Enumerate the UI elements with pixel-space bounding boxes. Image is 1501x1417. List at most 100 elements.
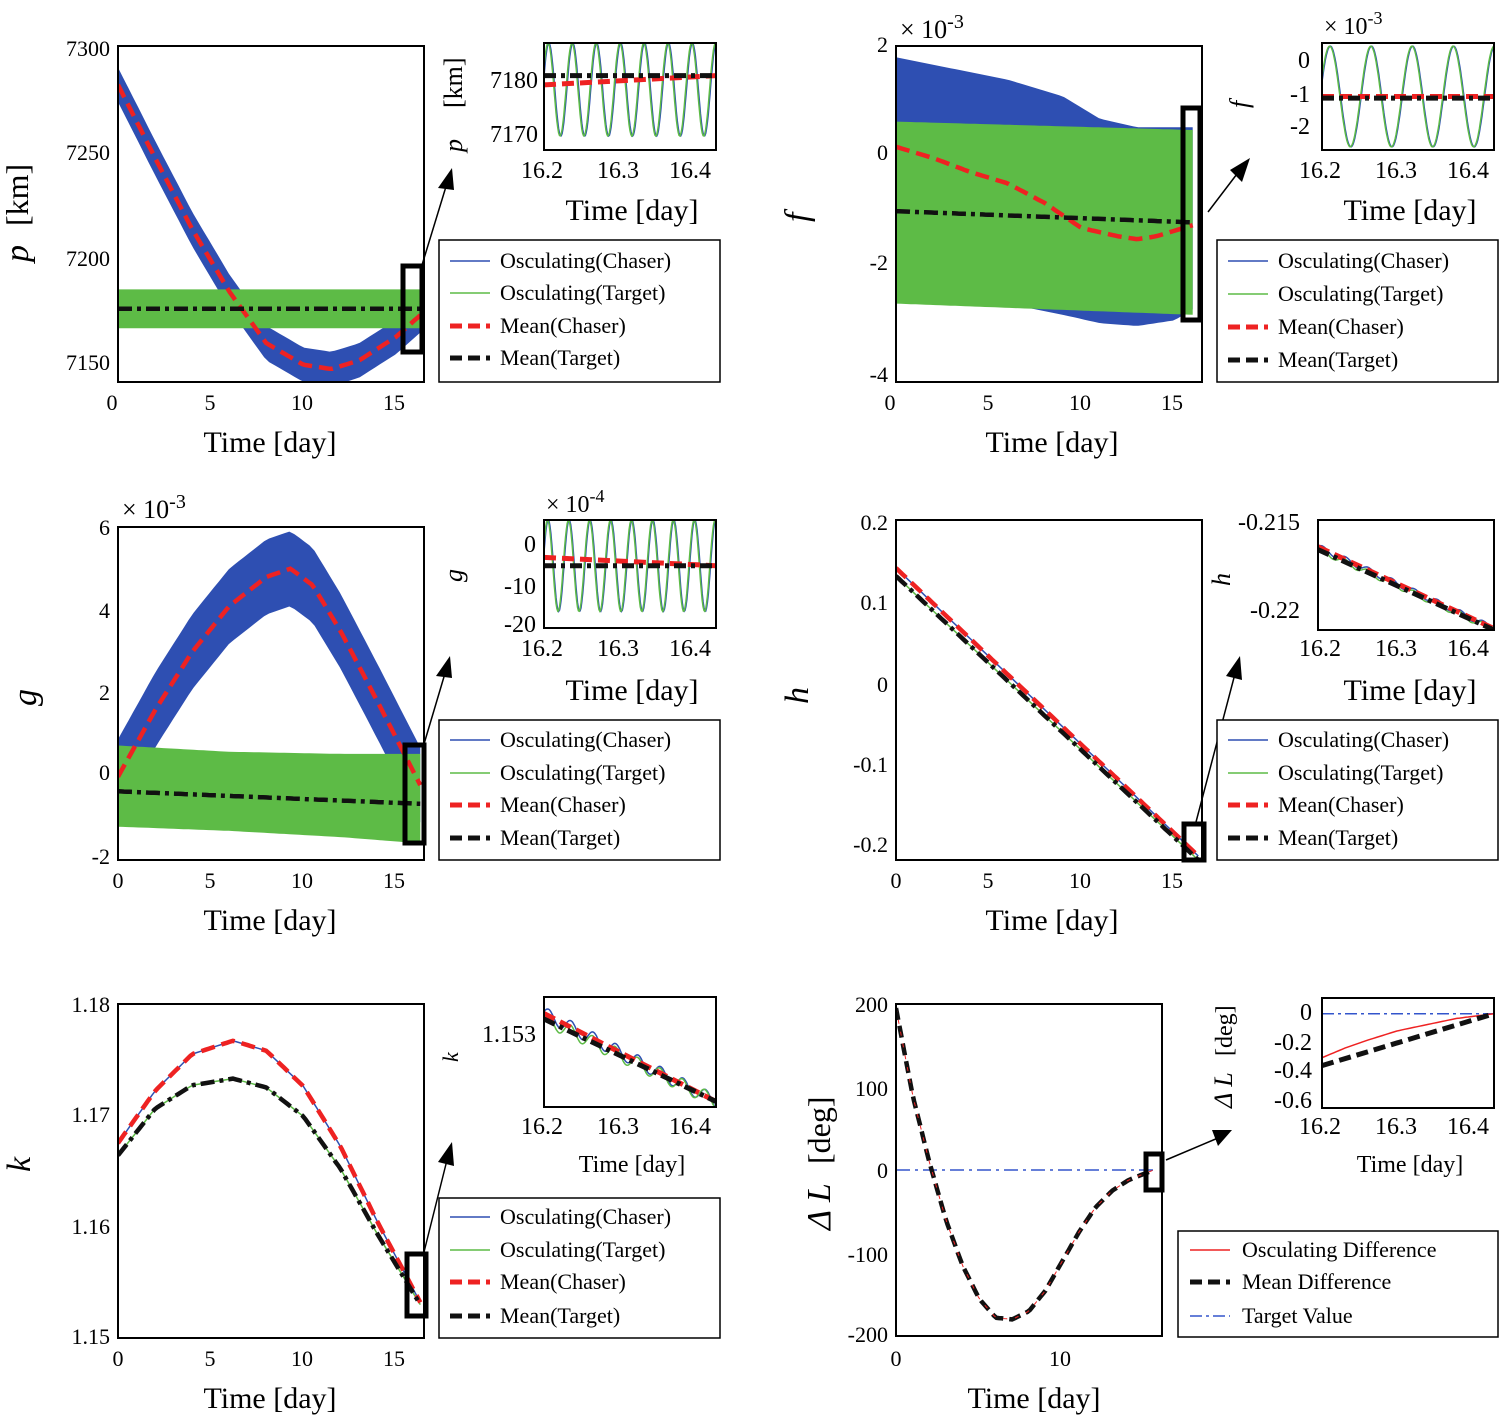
ytick-dL-1: -100 bbox=[848, 1242, 888, 1267]
line-osc-target-k bbox=[118, 1078, 421, 1305]
axes-p bbox=[117, 45, 425, 383]
legend-label-osc-target-p: Osculating(Target) bbox=[500, 280, 665, 305]
inset-xtick-h-0: 16.2 bbox=[1299, 636, 1341, 662]
xlabel-dL: Time [day] bbox=[967, 1382, 1100, 1415]
inset-ytick-dL-3: 0 bbox=[1300, 1000, 1312, 1026]
inset-xlabel-dL: Time [day] bbox=[1357, 1152, 1463, 1178]
legend-label-osc-target-f: Osculating(Target) bbox=[1278, 281, 1443, 306]
band-osc-chaser-g bbox=[118, 531, 421, 823]
xtick-g-10: 10 bbox=[291, 868, 313, 893]
xtick-p-0: 0 bbox=[107, 390, 118, 415]
legend-label-osc-chaser-k: Osculating(Chaser) bbox=[500, 1204, 671, 1229]
inset-xtick-p-0: 16.2 bbox=[521, 158, 563, 184]
inset-yunit-p: [km] bbox=[439, 57, 468, 108]
inset-axes-h bbox=[1317, 519, 1495, 631]
inset-ytick-f-1: -1 bbox=[1290, 82, 1310, 108]
inset-ytick-g-2: 0 bbox=[524, 532, 536, 558]
inset-ytick-h-1: -0.215 bbox=[1238, 510, 1300, 536]
legend-label-osc-target-g: Osculating(Target) bbox=[500, 760, 665, 785]
inset-xtick-h-1: 16.3 bbox=[1375, 636, 1417, 662]
ytick-dL-3: 100 bbox=[855, 1076, 888, 1101]
inset-xtick-g-1: 16.3 bbox=[597, 636, 639, 662]
zoom-arrow-dL bbox=[1165, 1137, 1219, 1161]
inset-ylabel-g: g bbox=[439, 569, 468, 582]
ytick-dL-4: 200 bbox=[855, 992, 888, 1017]
ytick-h-4: 0.2 bbox=[861, 510, 889, 535]
xtick-f-10: 10 bbox=[1069, 390, 1091, 415]
xlabel-p: Time [day] bbox=[203, 426, 336, 459]
xtick-f-15: 15 bbox=[1161, 390, 1183, 415]
ytick-g-2: 2 bbox=[99, 680, 110, 705]
inset-ytick-p-1: 7180 bbox=[490, 68, 538, 94]
inset-ylabel-k: k bbox=[438, 1051, 463, 1062]
legend-label-mean-target-g: Mean(Target) bbox=[500, 825, 620, 850]
panel-dL: Δ L [deg] Time [day] 0 10 -200 -100 0 10… bbox=[801, 992, 1499, 1415]
line-mean-target-g bbox=[118, 789, 421, 807]
zoom-arrow-k bbox=[423, 1155, 449, 1253]
xtick-dL-10: 10 bbox=[1049, 1346, 1071, 1371]
ytick-k-0: 1.15 bbox=[72, 1324, 111, 1349]
inset-line-mean-target-k bbox=[544, 1016, 716, 1104]
zoom-arrow-h bbox=[1195, 669, 1237, 823]
ytick-p-0: 7150 bbox=[66, 350, 110, 375]
xlabel-h: Time [day] bbox=[985, 904, 1118, 937]
line-mean-target-f bbox=[896, 208, 1193, 225]
legend-h: Osculating(Chaser) Osculating(Target) Me… bbox=[1216, 719, 1499, 861]
xtick-k-10: 10 bbox=[291, 1346, 313, 1371]
legend-label-mean-diff-dL: Mean Difference bbox=[1242, 1269, 1391, 1294]
inset-ytick-dL-1: -0.4 bbox=[1274, 1058, 1312, 1084]
inset-ytick-dL-0: -0.6 bbox=[1274, 1088, 1312, 1114]
inset-axes-k bbox=[543, 996, 717, 1108]
ytick-h-2: 0 bbox=[877, 672, 888, 697]
legend-label-osc-target-k: Osculating(Target) bbox=[500, 1237, 665, 1262]
ytick-g-4: 6 bbox=[99, 515, 110, 540]
inset-xtick-g-0: 16.2 bbox=[521, 636, 563, 662]
line-osc-diff-dL bbox=[896, 1008, 1154, 1320]
yunit-dL: [deg] bbox=[801, 1096, 837, 1164]
legend-box-k bbox=[438, 1197, 721, 1339]
zoom-box-dL bbox=[1143, 1151, 1165, 1193]
inset-ylabel-dL: Δ L bbox=[1209, 1072, 1238, 1109]
ytick-f-3: 2 bbox=[877, 32, 888, 57]
inset-xtick-dL-1: 16.3 bbox=[1375, 1114, 1417, 1140]
zoom-arrow-p bbox=[421, 179, 449, 266]
ytick-p-2: 7250 bbox=[66, 140, 110, 165]
ytick-dL-2: 0 bbox=[877, 1158, 888, 1183]
inset-ylabel-f: f bbox=[1225, 97, 1254, 108]
legend-label-osc-target-h: Osculating(Target) bbox=[1278, 760, 1443, 785]
ytick-k-1: 1.16 bbox=[72, 1214, 111, 1239]
ytick-f-1: -2 bbox=[870, 250, 888, 275]
panel-k: k Time [day] 0 5 10 15 1.15 1.16 1.17 1.… bbox=[1, 992, 721, 1415]
ylabel-f: f bbox=[779, 208, 816, 222]
legend-box-p bbox=[438, 239, 721, 383]
inset-ylabel-p: p bbox=[439, 139, 468, 154]
xtick-p-5: 5 bbox=[205, 390, 216, 415]
inset-xlabel-g: Time [day] bbox=[565, 674, 698, 707]
xtick-h-5: 5 bbox=[983, 868, 994, 893]
legend-box-g bbox=[438, 719, 721, 861]
inset-xlabel-k: Time [day] bbox=[579, 1152, 685, 1178]
xtick-f-5: 5 bbox=[983, 390, 994, 415]
inset-xlabel-h: Time [day] bbox=[1343, 674, 1476, 707]
ylabel-k: k bbox=[1, 1156, 38, 1172]
ytick-g-1: 0 bbox=[99, 760, 110, 785]
zoom-arrowhead-k bbox=[438, 1142, 454, 1166]
ytick-p-3: 7300 bbox=[66, 36, 110, 61]
legend-box-h bbox=[1216, 719, 1499, 861]
legend-label-mean-target-p: Mean(Target) bbox=[500, 345, 620, 370]
line-mean-chaser-k bbox=[118, 1038, 423, 1304]
inset-line-mean-chaser-p bbox=[544, 73, 716, 88]
ytick-k-3: 1.18 bbox=[72, 992, 111, 1017]
xtick-f-0: 0 bbox=[885, 390, 896, 415]
xtick-g-15: 15 bbox=[383, 868, 405, 893]
inset-line-osc-target-f bbox=[1322, 45, 1494, 148]
inset-line-mean-chaser-g bbox=[544, 554, 716, 569]
inset-exponent-g: × 10-4 bbox=[546, 486, 605, 518]
line-mean-target-h bbox=[896, 574, 1200, 860]
inset-xtick-f-2: 16.4 bbox=[1447, 158, 1489, 184]
legend-box-f bbox=[1216, 239, 1499, 383]
inset-yunit-dL: [deg] bbox=[1212, 1005, 1238, 1056]
inset-line-mean-target-h bbox=[1318, 547, 1494, 630]
legend-label-mean-chaser-h: Mean(Chaser) bbox=[1278, 792, 1404, 817]
line-mean-diff-dL bbox=[896, 1007, 1155, 1322]
